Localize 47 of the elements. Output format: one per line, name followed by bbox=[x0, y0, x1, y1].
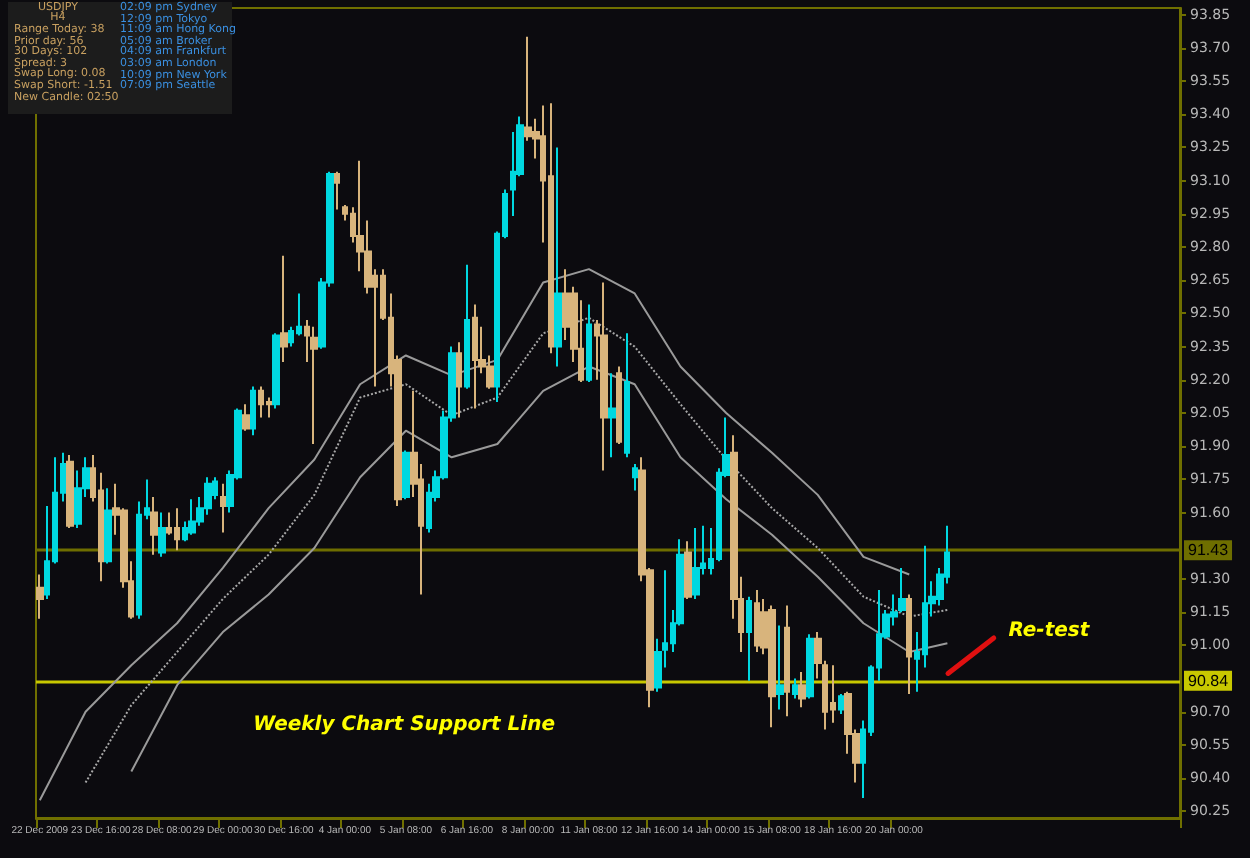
line-series bbox=[130, 365, 949, 773]
candlestick bbox=[608, 372, 616, 459]
candlestick bbox=[464, 263, 470, 390]
candlestick bbox=[334, 170, 340, 211]
candlestick bbox=[272, 332, 280, 410]
candlestick bbox=[776, 624, 784, 711]
candlestick bbox=[250, 385, 256, 437]
candlestick bbox=[280, 254, 288, 364]
candlestick bbox=[798, 670, 806, 709]
candlestick bbox=[242, 403, 250, 432]
candlestick bbox=[600, 281, 608, 472]
candlestick bbox=[472, 303, 478, 410]
annotation: Weekly Chart Support Line bbox=[253, 713, 556, 736]
candlestick bbox=[258, 385, 264, 419]
candlestick bbox=[548, 102, 554, 355]
line-series bbox=[84, 316, 949, 784]
candlestick bbox=[768, 604, 776, 729]
candlestick bbox=[792, 677, 798, 700]
candlestick bbox=[174, 507, 180, 552]
line-series bbox=[38, 268, 911, 802]
candlestick bbox=[754, 589, 760, 654]
candlestick bbox=[838, 693, 844, 715]
candlestick bbox=[906, 593, 912, 696]
candlestick bbox=[632, 462, 638, 492]
candlestick bbox=[158, 511, 166, 558]
candlestick bbox=[104, 487, 112, 565]
candlestick bbox=[220, 482, 226, 534]
candlestick bbox=[66, 454, 74, 530]
candlestick bbox=[830, 664, 836, 724]
candlestick bbox=[586, 303, 592, 384]
candlestick bbox=[150, 496, 158, 556]
candlestick bbox=[616, 365, 622, 445]
candlestick bbox=[784, 604, 790, 718]
candlestick bbox=[36, 573, 44, 620]
candlestick bbox=[402, 449, 410, 501]
candlestick bbox=[684, 540, 692, 600]
candlestick bbox=[806, 633, 814, 700]
candlestick bbox=[456, 341, 462, 419]
candlestick bbox=[692, 527, 700, 600]
candlestick bbox=[310, 325, 318, 445]
ref-line-label: 90.84 bbox=[1188, 671, 1230, 690]
ref-line-label: 91.43 bbox=[1188, 541, 1230, 560]
candlestick bbox=[188, 498, 196, 536]
candlestick bbox=[746, 595, 752, 682]
candlestick bbox=[624, 332, 630, 459]
annotation: Re-test bbox=[1008, 620, 1090, 643]
candlestick bbox=[554, 146, 562, 368]
